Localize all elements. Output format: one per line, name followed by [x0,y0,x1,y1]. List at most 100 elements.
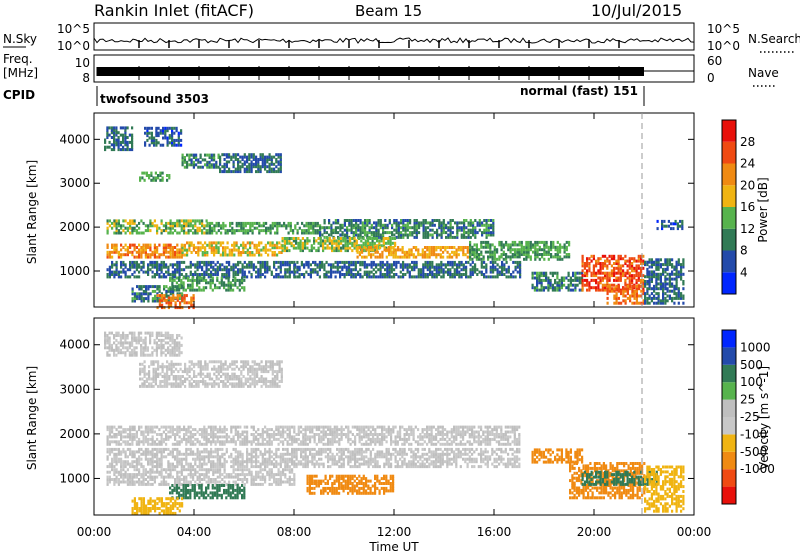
scatter-cell [483,223,486,227]
scatter-cell [677,258,680,262]
scatter-cell [299,249,302,253]
scatter-cell [198,265,201,269]
scatter-cell [264,263,267,267]
scatter-cell [567,274,570,278]
scatter-cell [175,138,178,142]
scatter-cell [194,221,197,225]
scatter-cell [328,226,331,230]
scatter-cell [408,255,411,259]
scatter-cell [153,440,156,444]
scatter-cell [469,270,472,274]
scatter-cell [413,235,416,239]
scatter-cell [161,370,164,374]
scatter-cell [420,270,423,274]
scatter-cell [161,303,164,307]
scatter-cell [133,428,136,432]
scatter-cell [199,153,202,157]
scatter-cell [262,224,265,228]
scatter-cell [350,273,353,276]
scatter-cell [514,275,517,279]
scatter-cell [192,306,195,310]
scatter-cell [211,229,214,233]
scatter-cell [395,263,398,267]
scatter-cell [137,341,140,345]
scatter-cell [183,428,186,432]
scatter-cell [194,428,197,432]
scatter-cell [321,233,324,237]
scatter-cell [144,246,147,249]
scatter-cell [308,239,311,243]
scatter-cell [681,222,684,226]
scatter-cell [222,365,225,369]
scatter-cell [266,263,269,267]
scatter-cell [646,260,649,264]
scatter-cell [276,375,279,378]
scatter-cell [211,382,214,386]
scatter-cell [292,246,295,250]
scatter-cell [430,253,433,257]
scatter-cell [478,255,481,259]
scatter-cell [382,228,385,232]
scatter-cell [352,275,355,279]
scatter-cell [534,253,537,256]
scatter-cell [131,145,134,149]
scatter-cell [216,278,219,282]
scatter-cell [171,341,174,345]
scatter-cell [144,428,147,432]
scatter-cell [234,167,237,171]
scatter-cell [133,292,136,296]
scatter-cell [489,265,492,269]
scatter-cell [438,270,441,274]
scatter-cell [211,377,214,381]
scatter-cell [429,265,432,269]
scatter-cell [192,219,195,223]
scatter-cell [447,260,450,264]
scatter-cell [145,287,148,291]
scatter-cell [442,219,445,222]
scatter-cell [211,384,214,388]
scatter-cell [151,253,154,257]
scatter-cell [216,428,219,432]
scatter-cell [253,372,256,376]
scatter-cell [151,346,154,350]
scatter-cell [124,219,127,223]
scatter-cell [202,278,205,282]
scatter-cell [469,268,472,272]
scatter-cell [181,251,184,254]
scatter-cell [122,133,125,137]
power-colorbar-tick-label: 24 [740,157,755,171]
scatter-cell [181,160,184,164]
scatter-cell [262,248,265,252]
scatter-cell [210,433,213,436]
scatter-cell [359,235,362,239]
scatter-cell [223,153,226,157]
scatter-cell [314,270,317,274]
scatter-cell [220,224,223,228]
scatter-cell [428,248,431,252]
scatter-cell [226,365,229,369]
scatter-cell [635,294,638,298]
scatter-cell [108,428,111,432]
scatter-cell [160,442,163,446]
scatter-cell [424,226,427,230]
scatter-cell [447,268,450,272]
scatter-cell [106,250,109,254]
scatter-cell [644,280,647,283]
scatter-cell [267,365,270,369]
scatter-cell [241,278,244,282]
scatter-cell [260,253,263,257]
scatter-cell [197,158,200,162]
scatter-cell [163,382,166,386]
scatter-cell [199,375,202,378]
scatter-cell [153,253,156,257]
scatter-cell [213,165,216,169]
scatter-cell [613,257,616,261]
scatter-cell [431,223,434,227]
scatter-cell [279,155,282,159]
scatter-cell [144,346,147,350]
scatter-cell [484,243,487,247]
scatter-cell [104,331,107,335]
scatter-cell [232,153,235,157]
scatter-cell [525,250,528,254]
